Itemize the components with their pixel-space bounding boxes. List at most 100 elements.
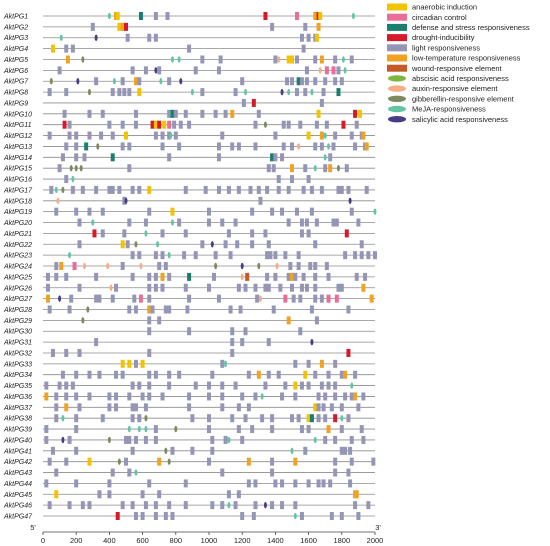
element-light: [299, 425, 304, 434]
element-light: [326, 370, 331, 379]
element-light: [133, 305, 138, 314]
gene-row-AktPG7: AktPG7: [3, 77, 375, 86]
element-light: [74, 131, 79, 140]
element-light: [132, 294, 137, 303]
element-light: [57, 66, 62, 75]
element-light: [74, 142, 79, 151]
element-light: [246, 403, 251, 412]
element-anaerobic: [358, 109, 363, 118]
element-light: [187, 392, 192, 401]
element-anaerobic: [124, 131, 128, 140]
element-light: [183, 229, 188, 238]
element-anaerobic: [153, 120, 158, 129]
element-light: [147, 207, 152, 216]
element-meja: [227, 436, 231, 444]
gene-row-AktPG47: AktPG47: [3, 512, 375, 521]
element-light: [140, 392, 145, 401]
element-light: [348, 446, 353, 455]
element-light: [371, 457, 376, 466]
element-meja: [170, 219, 174, 226]
element-light: [236, 142, 241, 151]
element-light: [223, 109, 228, 118]
element-light: [233, 88, 238, 97]
element-ga: [79, 164, 83, 172]
legend-item-anaerobic: anaerobic induction: [387, 3, 477, 12]
element-light: [117, 185, 122, 194]
element-meja: [134, 469, 138, 476]
element-light: [130, 446, 135, 455]
element-light: [253, 120, 258, 129]
gene-row-AktPG23: AktPG23: [3, 251, 377, 260]
element-sa: [58, 295, 62, 302]
element-light: [248, 185, 253, 194]
element-light: [286, 120, 291, 129]
element-meja: [313, 164, 317, 172]
element-meja: [91, 219, 95, 226]
element-light: [114, 403, 119, 412]
element-light: [153, 12, 158, 20]
element-light: [298, 327, 303, 336]
element-light: [250, 207, 255, 216]
element-light: [173, 131, 178, 140]
gene-label: AktPG38: [3, 416, 32, 423]
gene-row-AktPG29: AktPG29: [3, 316, 375, 325]
element-lowtemp: [256, 370, 261, 379]
element-light: [306, 425, 311, 434]
element-light: [147, 327, 152, 336]
element-light: [127, 142, 132, 151]
gene-label: AktPG7: [3, 79, 29, 86]
element-auxin: [275, 262, 279, 270]
element-light: [64, 175, 69, 184]
element-light: [366, 501, 371, 510]
element-drought: [251, 98, 256, 107]
legend-label: abscisic acid responsiveness: [412, 74, 509, 83]
element-circadian: [72, 262, 77, 271]
element-light: [346, 305, 351, 314]
element-light: [173, 109, 178, 118]
gene-row-AktPG33: AktPG33: [3, 359, 375, 368]
element-sa: [61, 436, 65, 444]
gene-label: AktPG34: [3, 372, 32, 379]
element-light: [293, 479, 298, 488]
element-meja: [227, 501, 231, 509]
element-light: [316, 479, 321, 488]
legend-label: gibberellin-responsive element: [412, 94, 515, 103]
element-light: [313, 272, 318, 281]
element-light: [348, 479, 353, 488]
legend-swatch: [387, 64, 407, 72]
element-light: [177, 218, 182, 227]
element-light: [62, 109, 67, 118]
gene-label: AktPG46: [3, 503, 32, 510]
element-lowtemp: [354, 490, 359, 499]
element-auxin: [83, 262, 86, 270]
element-light: [333, 435, 338, 444]
element-anaerobic: [140, 359, 145, 368]
gene-label: AktPG28: [3, 307, 32, 314]
element-lowtemp: [343, 370, 348, 379]
element-light: [183, 283, 188, 292]
legend-label: anaerobic induction: [412, 3, 477, 12]
element-defense: [110, 153, 115, 162]
element-lowtemp: [328, 164, 333, 173]
element-light: [270, 468, 275, 477]
element-light: [240, 512, 245, 521]
element-light: [160, 392, 165, 401]
element-light: [143, 218, 148, 227]
element-light: [220, 501, 225, 510]
gene-row-AktPG9: AktPG9: [3, 98, 375, 107]
element-meja: [68, 251, 72, 259]
gene-label: AktPG12: [3, 133, 32, 140]
element-light: [306, 175, 311, 184]
gene-row-AktPG10: AktPG10: [3, 109, 375, 118]
element-light: [273, 55, 278, 64]
element-lowtemp: [326, 425, 331, 434]
gene-label: AktPG42: [3, 459, 32, 466]
axis-tick-label: 400: [103, 536, 116, 545]
element-light: [228, 251, 233, 260]
element-light: [77, 240, 82, 249]
element-light: [47, 501, 52, 510]
element-defense: [336, 88, 341, 97]
element-lowtemp: [319, 359, 324, 368]
element-light: [167, 77, 172, 86]
element-light: [253, 501, 258, 510]
